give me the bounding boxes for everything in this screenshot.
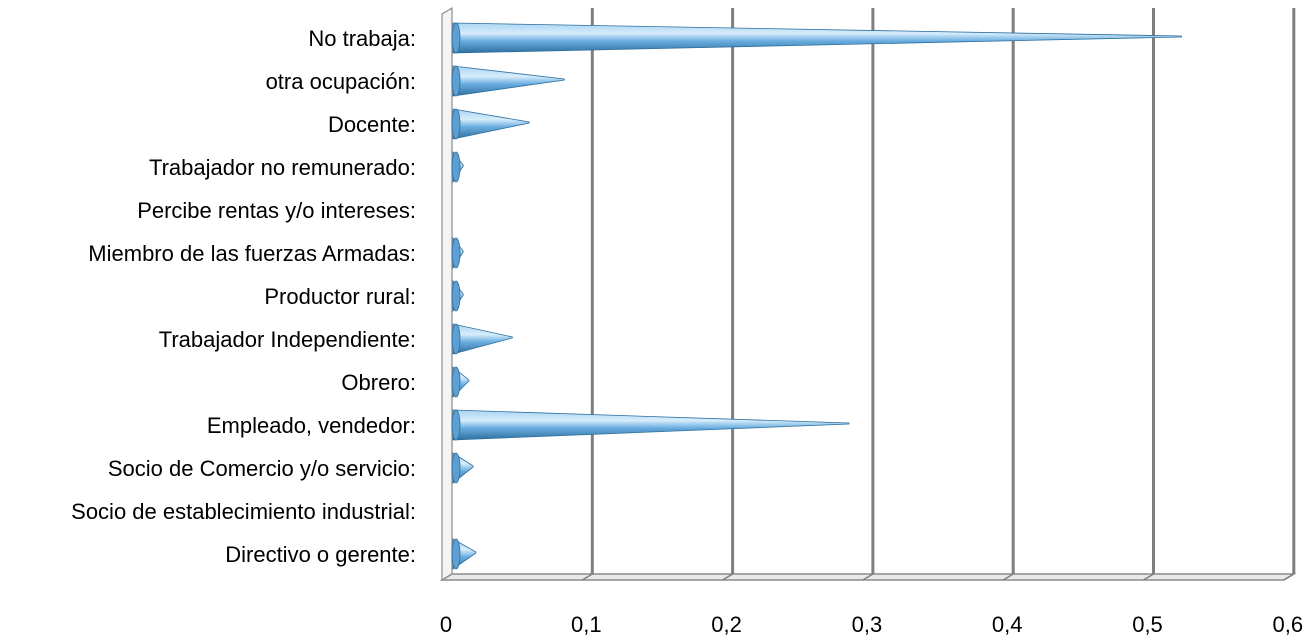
- category-label: Socio de Comercio y/o servicio:: [108, 456, 416, 481]
- category-label: Socio de establecimiento industrial:: [71, 499, 416, 524]
- gridline-depth: [1002, 573, 1014, 581]
- x-tick-label: 0,5: [1132, 612, 1163, 637]
- category-label: Productor rural:: [264, 284, 416, 309]
- x-tick-label: 0,1: [571, 612, 602, 637]
- x-tick-label: 0,3: [852, 612, 883, 637]
- category-label: Docente:: [328, 112, 416, 137]
- x-tick-label: 0,6: [1273, 612, 1304, 637]
- plot-walls: [439, 6, 1297, 582]
- gridline-depth: [581, 573, 593, 581]
- cone-bar: [451, 236, 464, 270]
- category-label: Empleado, vendedor:: [207, 413, 416, 438]
- gridline-depth: [1283, 573, 1295, 581]
- x-tick-label: 0,4: [992, 612, 1023, 637]
- x-tick-label: 0,2: [711, 612, 742, 637]
- category-label: No trabaja:: [308, 26, 416, 51]
- category-label: Trabajador no remunerado:: [149, 155, 416, 180]
- cone-bar: [451, 108, 530, 140]
- cone-bar: [451, 150, 464, 184]
- cone-bar: [451, 279, 464, 313]
- x-tick-labels: 0 0,1 0,2 0,3 0,4 0,5 0,6: [440, 612, 1303, 637]
- bars: [451, 22, 1182, 570]
- cone-bar: [451, 22, 1182, 54]
- cone-bar: [451, 409, 850, 441]
- gridlines: [581, 8, 1296, 581]
- cone-bar: [451, 452, 474, 484]
- cone-bar: [451, 366, 470, 398]
- category-label: Miembro de las fuerzas Armadas:: [88, 241, 416, 266]
- gridline-depth: [862, 573, 874, 581]
- x-tick-label: 0: [440, 612, 452, 637]
- category-labels: No trabaja: otra ocupación: Docente: Trabaj…: [71, 26, 416, 567]
- category-label: Directivo o gerente:: [225, 542, 416, 567]
- category-label: Obrero:: [341, 370, 416, 395]
- category-label: otra ocupación:: [266, 69, 416, 94]
- gridline-depth: [1143, 573, 1154, 581]
- category-label: Trabajador Independiente:: [159, 327, 416, 352]
- cone-bar: [451, 65, 565, 97]
- category-label: Percibe rentas y/o intereses:: [137, 198, 416, 223]
- gridline-depth: [722, 573, 733, 581]
- cone-bar: [451, 323, 513, 355]
- left-wall: [441, 6, 453, 582]
- cone-bar: [451, 538, 477, 570]
